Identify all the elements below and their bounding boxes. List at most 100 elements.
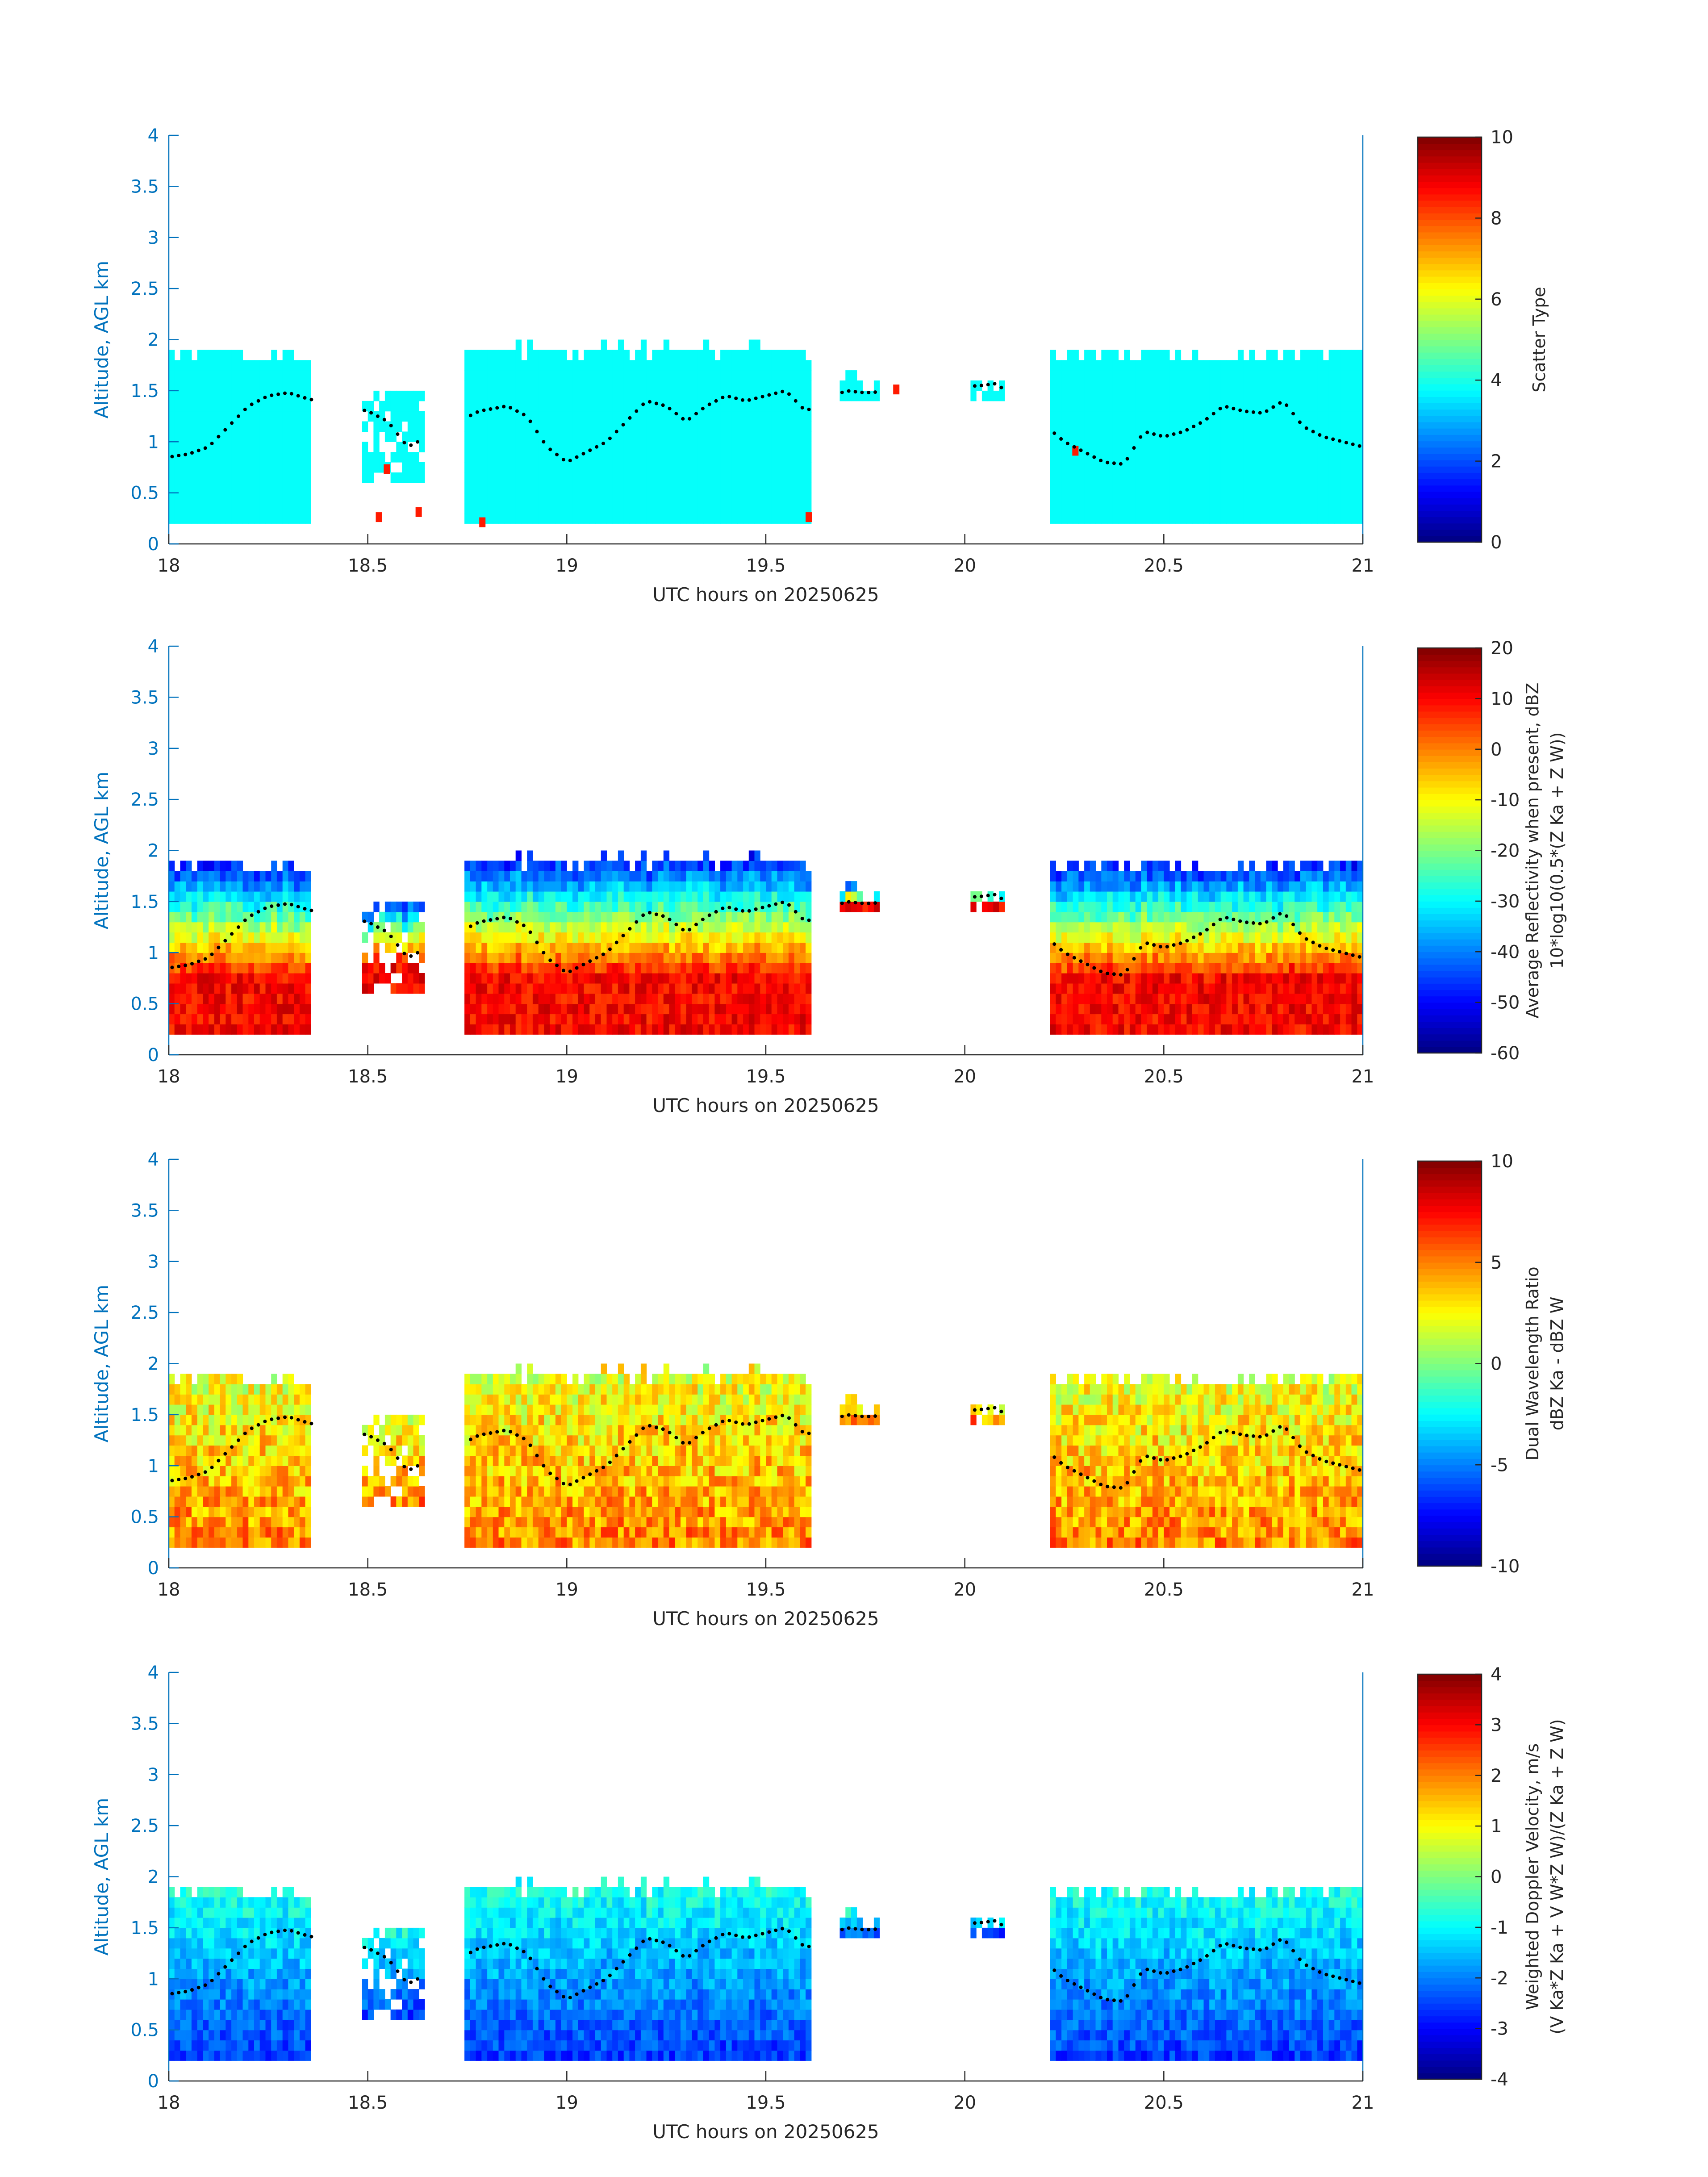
heatmap-cell <box>999 901 1005 912</box>
heatmap-cell <box>692 370 698 381</box>
heatmap-cell <box>214 1024 221 1035</box>
heatmap-cell <box>464 881 471 892</box>
heatmap-cell <box>180 513 186 524</box>
heatmap-cell <box>1078 482 1085 493</box>
heatmap-cell <box>788 871 795 882</box>
heatmap-cell <box>783 380 789 391</box>
heatmap-cell <box>1237 1024 1244 1035</box>
heatmap-cell <box>1061 401 1068 412</box>
heatmap-cell <box>572 421 579 432</box>
cloud-base-point <box>203 446 207 450</box>
heatmap-cell <box>709 421 715 432</box>
heatmap-cell <box>578 442 585 452</box>
heatmap-cell <box>1061 911 1068 923</box>
heatmap-cell <box>265 411 271 422</box>
heatmap-cell <box>748 452 755 463</box>
heatmap-cell <box>1243 452 1249 463</box>
heatmap-cell <box>1226 993 1232 1004</box>
heatmap-cell <box>1152 472 1159 483</box>
heatmap-cell <box>470 431 476 442</box>
heatmap-cell <box>663 421 670 432</box>
x-tick-label: 21 <box>1352 556 1374 576</box>
heatmap-cell <box>259 1024 266 1035</box>
heatmap-cell <box>1061 891 1068 902</box>
heatmap-cell <box>1289 942 1295 953</box>
heatmap-cell <box>248 421 255 432</box>
heatmap-cell <box>1141 953 1147 963</box>
heatmap-cell <box>1084 401 1090 412</box>
heatmap-cell <box>618 973 624 984</box>
heatmap-cell <box>1101 983 1107 994</box>
heatmap-cell <box>1237 953 1244 963</box>
heatmap-cell <box>191 493 198 504</box>
heatmap-cell <box>618 932 624 943</box>
heatmap-cell <box>1112 380 1119 391</box>
heatmap-cell <box>629 911 635 923</box>
heatmap-cell <box>299 380 306 391</box>
heatmap-cell <box>1152 891 1159 902</box>
heatmap-cell <box>1112 953 1119 963</box>
heatmap-cell <box>1357 350 1363 360</box>
heatmap-cell <box>714 493 721 504</box>
heatmap-cell <box>1237 462 1244 473</box>
heatmap-cell <box>288 881 294 892</box>
heatmap-cell <box>595 370 601 381</box>
heatmap-cell <box>697 993 704 1004</box>
heatmap-cell <box>1118 871 1124 882</box>
heatmap-cell <box>1124 482 1130 493</box>
heatmap-cell <box>584 953 590 963</box>
heatmap-cell <box>1317 421 1324 432</box>
heatmap-cell <box>806 901 812 912</box>
heatmap-cell <box>1095 932 1102 943</box>
heatmap-cell <box>737 973 743 984</box>
heatmap-cell <box>629 932 635 943</box>
heatmap-cell <box>1118 370 1124 381</box>
heatmap-cell <box>658 881 664 892</box>
heatmap-cell <box>527 503 533 514</box>
heatmap-cell <box>1135 452 1141 463</box>
heatmap-cell <box>754 1024 760 1035</box>
heatmap-cell <box>169 503 175 514</box>
heatmap-cell <box>629 1003 635 1015</box>
heatmap-cell <box>532 442 539 452</box>
heatmap-cell <box>214 380 221 391</box>
heatmap-cell <box>788 1003 795 1015</box>
heatmap-cell <box>743 431 749 442</box>
heatmap-cell <box>521 911 527 923</box>
heatmap-cell <box>390 452 397 463</box>
heatmap-cell <box>1237 482 1244 493</box>
heatmap-cell <box>532 1024 539 1035</box>
heatmap-cell <box>618 1014 624 1024</box>
heatmap-cell <box>1243 983 1249 994</box>
heatmap-cell <box>1067 431 1073 442</box>
heatmap-cell <box>714 891 721 902</box>
heatmap-cell <box>987 901 994 912</box>
heatmap-cell <box>748 953 755 963</box>
colorbar-swatch <box>1418 162 1482 169</box>
heatmap-cell <box>635 482 641 493</box>
heatmap-cell <box>595 922 601 933</box>
heatmap-cell <box>1232 390 1238 401</box>
heatmap-cell <box>697 350 704 360</box>
heatmap-cell <box>214 983 221 994</box>
heatmap-cell <box>550 901 556 912</box>
heatmap-cell <box>771 911 777 923</box>
heatmap-cell <box>1266 871 1272 882</box>
cloud-base-point <box>230 421 234 425</box>
heatmap-cell <box>635 493 641 504</box>
heatmap-cell <box>589 350 596 360</box>
heatmap-cell <box>1107 493 1113 504</box>
heatmap-cell <box>209 380 215 391</box>
heatmap-cell <box>299 881 306 892</box>
heatmap-cell <box>1124 973 1130 984</box>
heatmap-cell <box>191 380 198 391</box>
cloud-base-point <box>1199 421 1202 425</box>
heatmap-cell <box>1243 922 1249 933</box>
heatmap-cell <box>226 462 232 473</box>
heatmap-cell <box>1050 350 1056 360</box>
heatmap-cell <box>652 861 658 871</box>
heatmap-cell <box>1317 503 1324 514</box>
heatmap-cell <box>464 421 471 432</box>
heatmap-cell <box>1351 462 1357 473</box>
heatmap-cell <box>1300 442 1307 452</box>
